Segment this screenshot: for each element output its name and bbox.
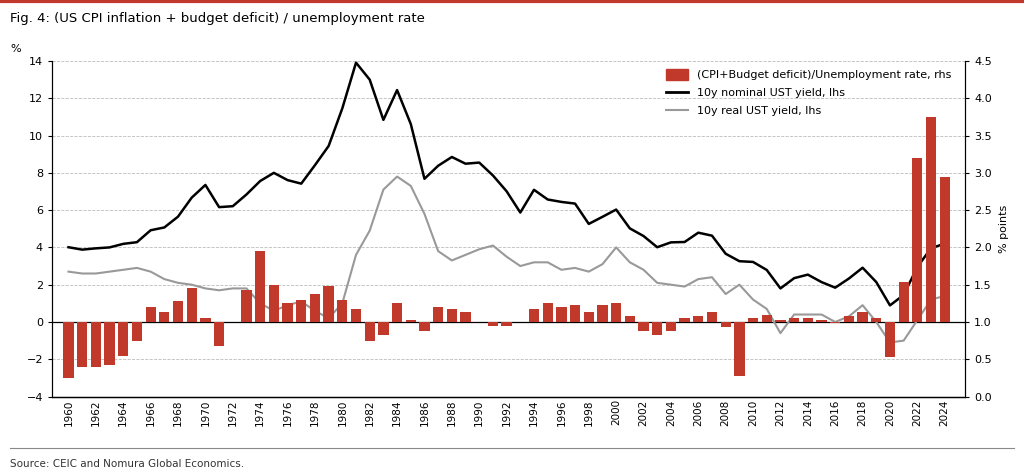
- Bar: [680, 318, 690, 322]
- Bar: [201, 318, 211, 322]
- Bar: [857, 312, 867, 322]
- Bar: [638, 322, 648, 331]
- Bar: [652, 322, 663, 335]
- Bar: [337, 300, 347, 322]
- Bar: [707, 312, 717, 322]
- Bar: [392, 303, 402, 322]
- Bar: [844, 316, 854, 322]
- Bar: [570, 305, 581, 322]
- Bar: [528, 309, 539, 322]
- Bar: [584, 312, 594, 322]
- Bar: [104, 322, 115, 365]
- Bar: [885, 322, 895, 357]
- Bar: [351, 309, 361, 322]
- Bar: [310, 293, 321, 322]
- Text: Source: CEIC and Nomura Global Economics.: Source: CEIC and Nomura Global Economics…: [10, 459, 245, 469]
- Bar: [255, 251, 265, 322]
- Bar: [898, 283, 909, 322]
- Legend: (CPI+Budget deficit)/Unemployment rate, rhs, 10y nominal UST yield, lhs, 10y rea: (CPI+Budget deficit)/Unemployment rate, …: [662, 64, 956, 121]
- Bar: [324, 286, 334, 322]
- Bar: [159, 312, 169, 322]
- Bar: [461, 312, 471, 322]
- Bar: [830, 322, 841, 323]
- Bar: [406, 320, 416, 322]
- Bar: [487, 322, 498, 326]
- Bar: [721, 322, 731, 327]
- Bar: [214, 322, 224, 346]
- Bar: [433, 307, 443, 322]
- Bar: [77, 322, 87, 367]
- Bar: [145, 307, 156, 322]
- Bar: [446, 309, 457, 322]
- Bar: [803, 318, 813, 322]
- Bar: [775, 320, 785, 322]
- Bar: [816, 320, 826, 322]
- Y-axis label: %: %: [10, 44, 20, 54]
- Bar: [556, 307, 566, 322]
- Bar: [378, 322, 388, 335]
- Bar: [693, 316, 703, 322]
- Bar: [790, 318, 800, 322]
- Bar: [543, 303, 553, 322]
- Bar: [502, 322, 512, 326]
- Bar: [420, 322, 430, 331]
- Bar: [296, 300, 306, 322]
- Bar: [132, 322, 142, 341]
- Text: Fig. 4: (US CPI inflation + budget deficit) / unemployment rate: Fig. 4: (US CPI inflation + budget defic…: [10, 12, 425, 25]
- Bar: [611, 303, 622, 322]
- Bar: [173, 301, 183, 322]
- Bar: [762, 315, 772, 322]
- Bar: [186, 288, 197, 322]
- Bar: [365, 322, 375, 341]
- Bar: [871, 318, 882, 322]
- Bar: [91, 322, 101, 367]
- Bar: [283, 303, 293, 322]
- Bar: [748, 318, 758, 322]
- Bar: [666, 322, 676, 331]
- Bar: [926, 117, 936, 322]
- Bar: [63, 322, 74, 378]
- Bar: [242, 290, 252, 322]
- Bar: [940, 176, 950, 322]
- Bar: [734, 322, 744, 376]
- Bar: [625, 316, 635, 322]
- Bar: [268, 285, 279, 322]
- Bar: [118, 322, 128, 356]
- Bar: [597, 305, 607, 322]
- Y-axis label: % points: % points: [999, 205, 1009, 253]
- Bar: [912, 158, 923, 322]
